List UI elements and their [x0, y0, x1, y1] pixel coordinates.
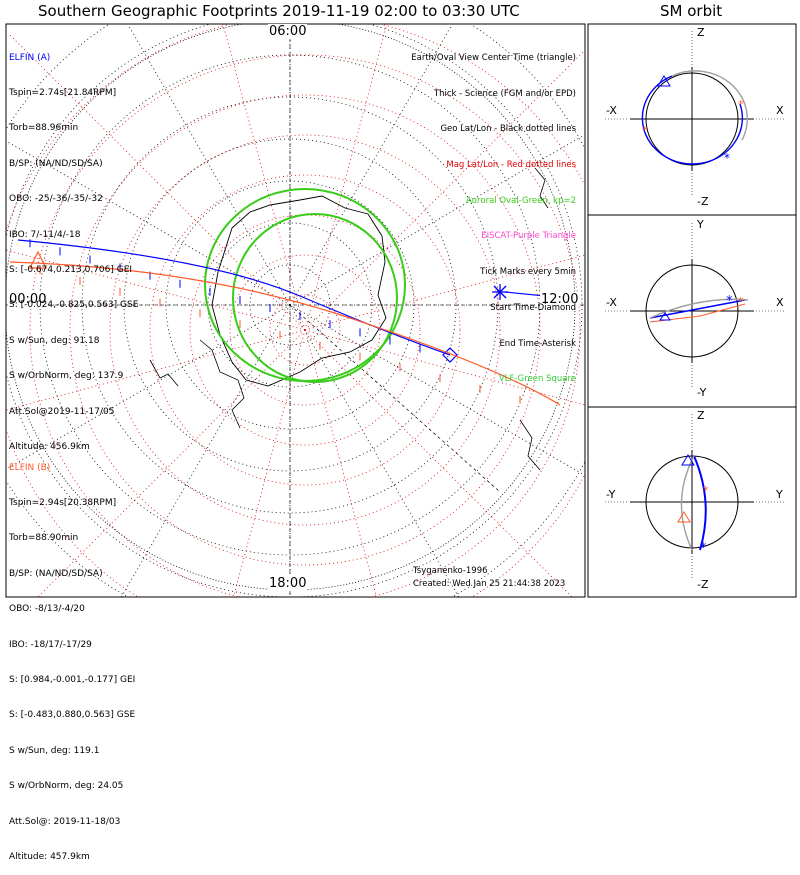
coastline-fragment [519, 419, 541, 471]
orbit-2-left-label: -X [606, 296, 617, 309]
elfin-a-start-diamond [442, 347, 458, 363]
elfin-a-name: ELFIN (A) [9, 52, 51, 63]
elfin-a-line: OBO: -25/-36/-35/-32 [9, 194, 103, 205]
elfin-b-line: Altitude: 457.9km [9, 851, 90, 862]
elfin-b-line: Torb=88.90min [9, 533, 79, 544]
elfin-b-line: S: [-0.483,0.880,0.563] GSE [9, 710, 136, 721]
legend-entry: Earth/Oval View Center Time (triangle) [411, 52, 576, 63]
time-label-left: 00:00 [8, 292, 48, 307]
orbit-1-top-label: Z [697, 26, 705, 39]
elfin-a-line: S: [-0.674,0.213,0.706] GEI [9, 264, 133, 275]
elfin-a-line: Att.Sol@2019-11-17/05 [9, 406, 115, 417]
orbit-layer: * * * * * * * [605, 31, 785, 578]
model-name: Tsyganenko-1996 [413, 566, 488, 576]
orbit-2-b-asterisk: * [738, 295, 744, 308]
legend: Earth/Oval View Center Time (triangle) T… [411, 29, 576, 398]
elfin-b-info: ELFIN (B) Tspin=2.94s[20.38RPM] Torb=88.… [9, 439, 135, 875]
legend-entry: Thick - Science (FGM and/or EPD) [433, 88, 576, 99]
asterisk-stroke [493, 285, 507, 299]
orbit-1-left-label: -X [606, 104, 617, 117]
mag-lat-circle [269, 294, 341, 366]
mag-lat-circle [69, 94, 541, 566]
view-center-triangle [29, 250, 47, 269]
elfin-b-track [9, 261, 561, 406]
orbit-3-b-asterisk: * [703, 484, 709, 497]
legend-entry: Start Time-Diamond [490, 302, 576, 313]
orbit-3-top-label: Z [697, 409, 705, 422]
elfin-b-line: IBO: -18/17/-17/29 [9, 639, 92, 650]
elfin-a-line: IBO: 7/-11/4/-18 [9, 229, 81, 240]
time-label-top: 06:00 [268, 24, 308, 39]
orbit-1-b-mark: * [642, 124, 648, 137]
elfin-b-line: OBO: -8/13/-4/20 [9, 604, 85, 615]
orbit-2-right-label: X [776, 296, 784, 309]
legend-entry: End Time-Asterisk [499, 338, 576, 349]
elfin-b-line: Att.Sol@: 2019-11-18/03 [9, 816, 121, 827]
elfin-a-track [17, 239, 451, 356]
orbit-1-asterisk: * [724, 151, 730, 165]
time-label-bottom: 18:00 [268, 576, 308, 591]
orbit-1-bottom-label: -Z [697, 195, 709, 208]
elfin-a-line: S w/OrbNorm, deg: 137.9 [9, 371, 124, 382]
main-title: Southern Geographic Footprints 2019-11-1… [38, 2, 520, 20]
orbit-title: SM orbit [660, 2, 723, 20]
orbit-3-right-label: Y [776, 488, 783, 501]
elfin-a-line: S: [-0.024,-0.825,0.563] GSE [9, 300, 139, 311]
orbit-2-elfin-b [649, 298, 749, 319]
orbit-panel-3 [587, 406, 797, 598]
auroral-oval-inner [232, 213, 398, 383]
elfin-b-line: S: [0.984,-0.001,-0.177] GEI [9, 674, 136, 685]
mag-lat-circle [229, 254, 381, 406]
elfin-a-line: S w/Sun, deg: 91.18 [9, 335, 100, 346]
legend-entry: Mag Lat/Lon - Red dotted lines [446, 159, 576, 170]
orbit-1-elfin-b [671, 70, 748, 141]
coastline-fragment [149, 359, 179, 387]
orbit-3-b-triangle [677, 511, 691, 523]
orbit-3-asterisk: * [700, 541, 707, 556]
elfin-b-name: ELFIN (B) [9, 462, 51, 473]
orbit-3-left-label: -Y [606, 488, 616, 501]
orbit-1-elfin-a [641, 75, 744, 165]
mag-lat-circle [29, 54, 581, 597]
mag-lon-line [233, 329, 306, 597]
mag-lat-circle [109, 134, 501, 526]
created-timestamp: Created: Wed Jan 25 21:44:38 2023 [413, 579, 566, 589]
mag-lon-line [304, 329, 377, 597]
legend-entry: EISCAT-Purple Triangle [481, 231, 576, 242]
elfin-a-info: ELFIN (A) Tspin=2.74s[21.84RPM] Torb=88.… [9, 29, 138, 465]
orbit-1-b-asterisk: * [738, 98, 744, 111]
auroral-oval-outer [204, 188, 406, 382]
orbit-2-asterisk: * [726, 294, 733, 309]
orbit-2-bottom-label: -Y [697, 386, 707, 399]
elfin-a-line: Torb=88.96min [9, 123, 79, 134]
mag-lat-circle [189, 214, 421, 446]
orbit-1-triangle [657, 75, 671, 87]
legend-entry: Geo Lat/Lon - Black dotted lines [440, 124, 576, 135]
orbit-2-top-label: Y [697, 218, 704, 231]
view-direction-line [289, 304, 501, 493]
orbit-2-triangle [659, 312, 671, 321]
antarctica-coastline [211, 195, 387, 387]
elfin-a-line: B/SP: (NA/ND/SD/SA) [9, 158, 103, 169]
mag-lon-line [222, 24, 306, 331]
coastline-fragment [534, 167, 549, 209]
elfin-b-line: B/SP: (NA/ND/SD/SA) [9, 568, 103, 579]
orbit-3-bottom-label: -Z [697, 578, 709, 591]
legend-entry: Tick Marks every 5min [480, 267, 576, 278]
legend-entry: Auroral Oval-Green, kp=2 [465, 195, 576, 206]
orbit-3-elfin-b [680, 455, 695, 551]
elfin-a-line: Tspin=2.74s[21.84RPM] [9, 87, 117, 98]
legend-entry: VLF-Green Square [498, 374, 576, 385]
orbit-1-right-label: X [776, 104, 784, 117]
time-label-right: 12:00 [540, 292, 580, 307]
orbit-3-elfin-a [693, 455, 707, 551]
mag-lat-circle [149, 174, 461, 486]
elfin-a-line: Altitude: 456.9km [9, 441, 90, 452]
elfin-b-line: Tspin=2.94s[20.38RPM] [9, 497, 117, 508]
elfin-b-line: S w/Sun, deg: 119.1 [9, 745, 100, 756]
coastline-fragment [199, 339, 245, 429]
elfin-b-line: S w/OrbNorm, deg: 24.05 [9, 781, 124, 792]
orbit-3-triangle [681, 454, 695, 466]
